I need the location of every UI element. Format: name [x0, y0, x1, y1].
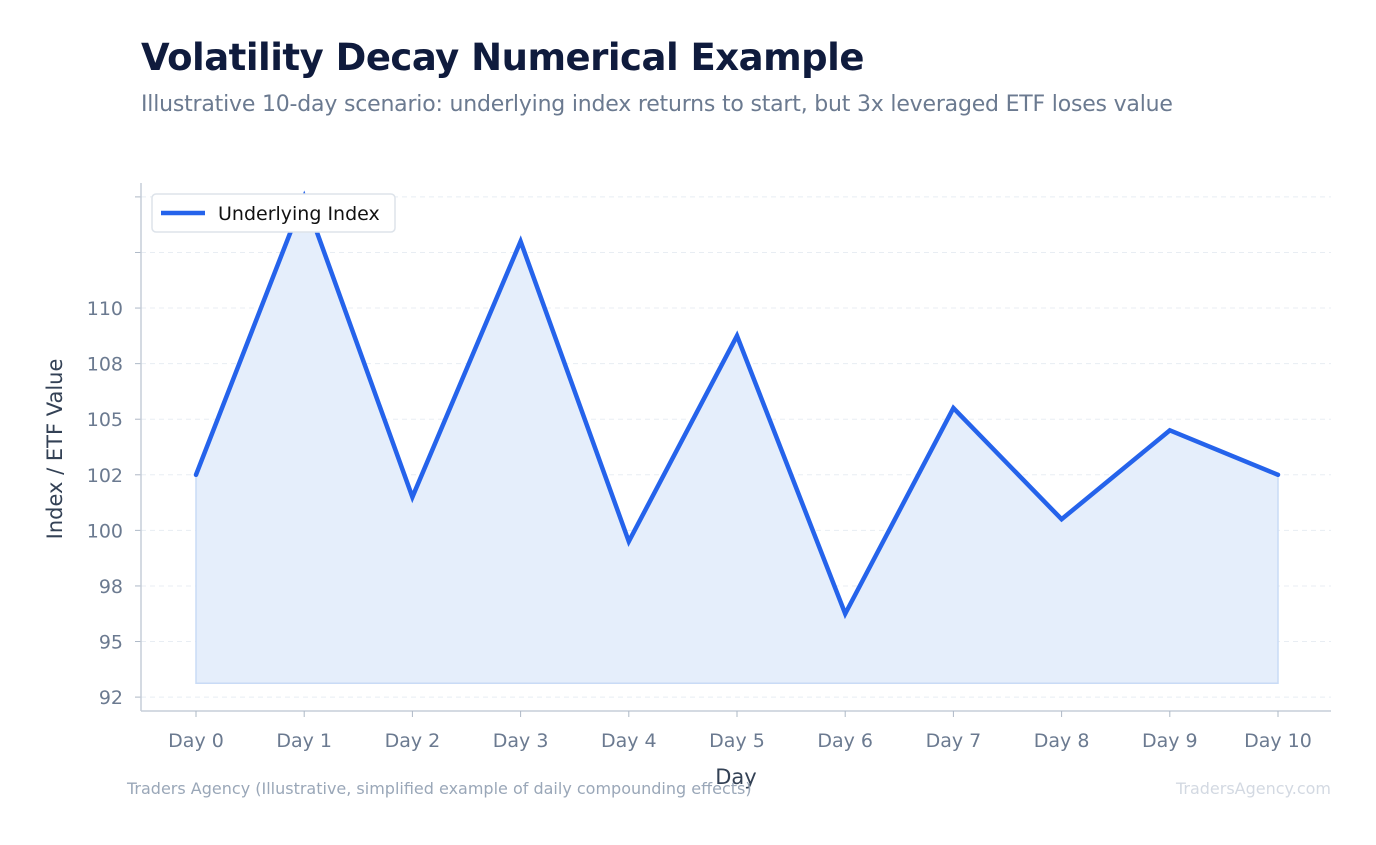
- watermark: TradersAgency.com: [1175, 779, 1331, 798]
- y-tick-label-1: 95: [99, 632, 123, 654]
- y-tick-label-6: 108: [87, 354, 123, 376]
- x-tick-label-3: Day 3: [493, 730, 549, 752]
- y-axis-title: Index / ETF Value: [43, 359, 67, 540]
- x-tick-label-8: Day 8: [1034, 730, 1090, 752]
- data-point-8: [1059, 517, 1064, 522]
- x-tick-label-9: Day 9: [1142, 730, 1198, 752]
- legend-label-underlying-index: Underlying Index: [218, 203, 380, 225]
- data-point-2: [410, 495, 415, 500]
- x-tick-label-6: Day 6: [817, 730, 873, 752]
- series-area-fill: [195, 194, 1279, 684]
- data-point-0: [194, 472, 198, 477]
- x-tick-label-5: Day 5: [709, 730, 765, 752]
- x-tick-label-1: Day 1: [276, 730, 332, 752]
- data-point-3: [518, 239, 523, 244]
- y-tick-label-2: 98: [99, 576, 123, 598]
- x-tick-label-0: Day 0: [168, 730, 224, 752]
- y-tick-label-0: 92: [99, 687, 123, 709]
- x-tick-label-4: Day 4: [601, 730, 657, 752]
- legend-box: [151, 193, 396, 233]
- y-tick-label-5: 105: [87, 409, 123, 431]
- data-point-7: [951, 406, 956, 411]
- x-tick-label-10: Day 10: [1244, 730, 1312, 752]
- data-point-10: [1276, 472, 1280, 477]
- y-tick-label-3: 100: [87, 520, 123, 542]
- chart-subtitle: Illustrative 10-day scenario: underlying…: [141, 92, 1173, 117]
- chart-title: Volatility Decay Numerical Example: [141, 36, 864, 79]
- data-point-4: [626, 539, 631, 544]
- source-note: Traders Agency (Illustrative, simplified…: [127, 779, 752, 798]
- x-tick-label-2: Day 2: [385, 730, 441, 752]
- x-tick-label-7: Day 7: [926, 730, 982, 752]
- data-point-9: [1167, 428, 1172, 433]
- y-tick-label-4: 102: [87, 465, 123, 487]
- data-point-5: [735, 333, 739, 338]
- x-axis-title: Day: [715, 765, 756, 789]
- data-point-6: [843, 611, 848, 616]
- y-tick-label-7: 110: [87, 298, 123, 320]
